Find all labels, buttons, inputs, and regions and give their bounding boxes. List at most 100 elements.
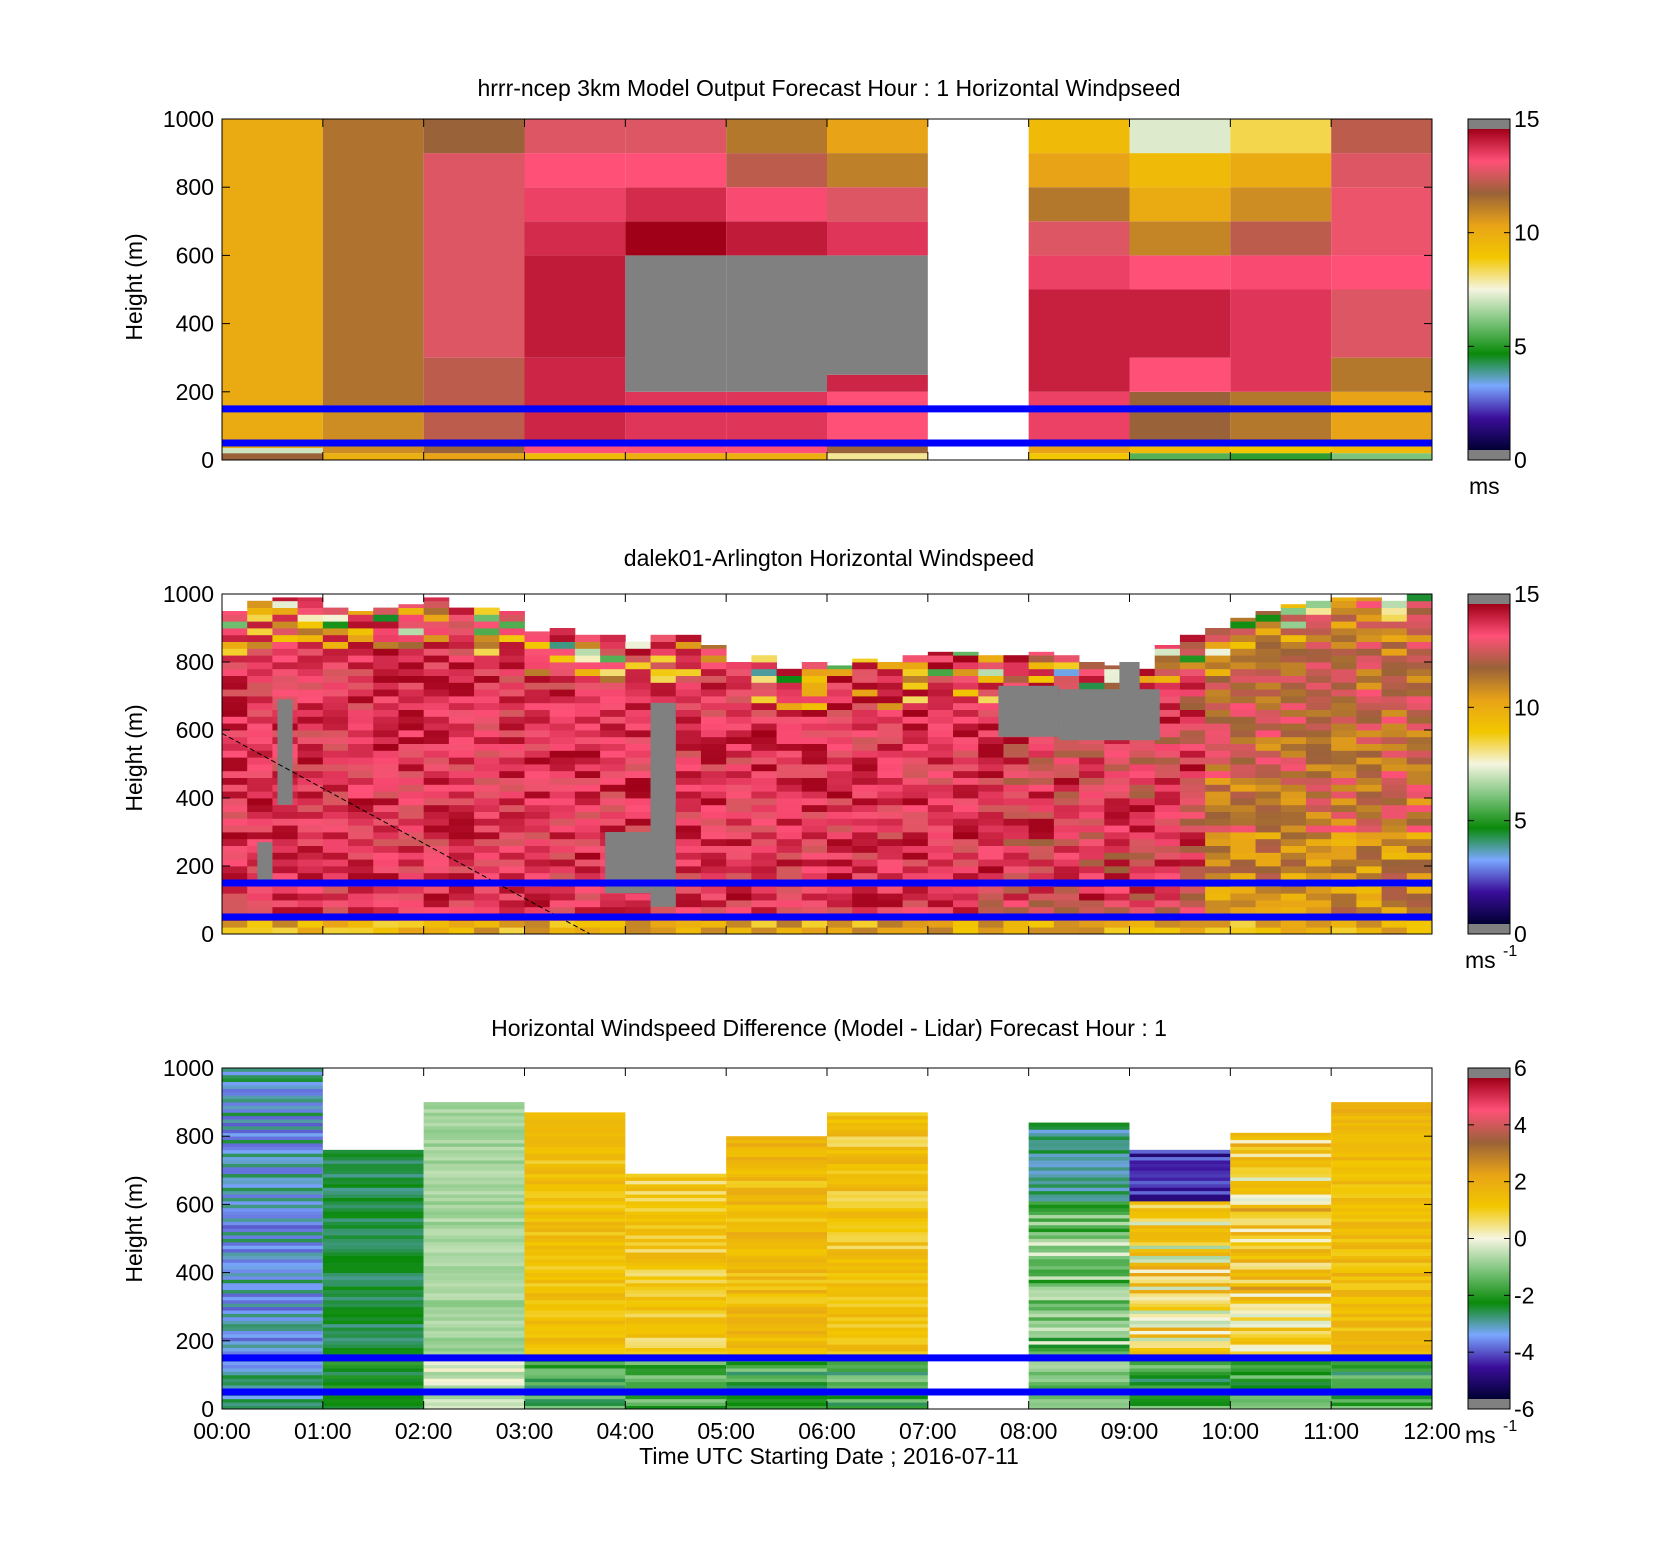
difference-cell	[524, 1194, 626, 1198]
lidar-cell	[1104, 893, 1130, 901]
lidar-cell	[1280, 886, 1307, 894]
lidar-cell	[1053, 872, 1080, 880]
difference-cell	[322, 1252, 424, 1256]
difference-cell	[423, 1289, 525, 1294]
lidar-cell	[574, 641, 601, 649]
difference-cell	[1331, 1235, 1432, 1239]
difference-cell	[524, 1269, 626, 1273]
lidar-cell	[348, 900, 374, 908]
lidar-cell	[827, 696, 853, 704]
lidar-cell	[927, 791, 954, 799]
difference-cell	[1129, 1313, 1231, 1318]
difference-cell	[726, 1214, 827, 1219]
lidar-cell	[625, 743, 651, 751]
difference-cell	[1129, 1235, 1231, 1239]
lidar-cell	[448, 859, 475, 867]
lidar-cell	[801, 757, 828, 765]
model-cell-h8-b7	[1028, 153, 1130, 188]
lidar-cell	[222, 621, 248, 629]
difference-cell	[625, 1282, 727, 1287]
lidar-cell	[297, 600, 324, 608]
lidar-cell	[524, 743, 551, 751]
lidar-cell	[1255, 702, 1282, 710]
lidar-cell	[247, 614, 273, 622]
difference-cell	[625, 1333, 727, 1338]
lidar-cell	[1028, 784, 1055, 792]
difference-cell	[1028, 1146, 1130, 1151]
model-cell-h3-b3	[524, 255, 626, 358]
lidar-cell	[322, 730, 349, 738]
lidar-cell	[978, 784, 1004, 792]
difference-cell	[322, 1218, 424, 1222]
lidar-cell	[726, 770, 752, 778]
colorbar-unit-exponent: -1	[1503, 943, 1517, 960]
lidar-cell	[978, 750, 1004, 758]
lidar-cell	[1381, 675, 1408, 683]
lidar-cell	[902, 716, 929, 724]
model-cell-h8-b5	[1028, 221, 1130, 256]
difference-cell	[1028, 1183, 1130, 1188]
colorbar-tick-label: 0	[1514, 447, 1527, 473]
difference-cell	[322, 1368, 424, 1372]
colorbar-frame	[1467, 118, 1511, 461]
lidar-cell	[700, 743, 727, 751]
lidar-cell	[499, 777, 525, 785]
lidar-cell	[474, 764, 500, 772]
difference-cell	[726, 1347, 827, 1352]
difference-cell	[322, 1194, 424, 1198]
lidar-cell	[549, 791, 576, 799]
difference-cell	[524, 1143, 626, 1147]
lidar-cell	[474, 648, 500, 656]
difference-cell	[726, 1323, 827, 1328]
difference-cell	[524, 1340, 626, 1345]
lidar-cell	[474, 791, 500, 799]
lidar-cell	[700, 818, 727, 826]
difference-cell	[222, 1149, 323, 1154]
lidar-cell	[776, 838, 803, 846]
lidar-cell	[574, 845, 601, 853]
lidar-cell	[675, 736, 702, 744]
lidar-cell	[1381, 628, 1408, 636]
y-tick-label: 800	[176, 174, 214, 200]
difference-cell	[222, 1204, 323, 1209]
lidar-cell	[499, 900, 525, 908]
difference-cell	[827, 1293, 928, 1297]
lidar-cell	[1003, 900, 1030, 908]
lidar-cell	[877, 764, 904, 772]
lidar-cell	[549, 730, 576, 738]
lidar-cell	[726, 852, 752, 860]
difference-cell	[222, 1136, 323, 1141]
lidar-cell	[1154, 750, 1181, 758]
lidar-cell	[776, 872, 803, 880]
lidar-cell	[852, 920, 878, 928]
difference-cell	[322, 1262, 424, 1267]
difference-cell	[1230, 1330, 1332, 1335]
model-cell-h9-b9	[1129, 119, 1231, 154]
lidar-cell	[953, 825, 979, 833]
difference-cell	[827, 1228, 928, 1233]
lidar-cell	[927, 723, 954, 731]
lidar-cell	[1129, 872, 1156, 880]
lidar-cell	[1053, 900, 1080, 908]
lidar-cell	[549, 757, 576, 765]
lidar-cell	[700, 696, 727, 704]
difference-cell	[625, 1286, 727, 1291]
difference-cell	[423, 1177, 525, 1181]
lidar-cell	[927, 668, 954, 676]
lidar-cell	[902, 662, 929, 670]
lidar-cell	[222, 838, 248, 846]
lidar-cell	[927, 832, 954, 840]
lidar-cell	[1305, 845, 1332, 853]
lidar-cell	[549, 825, 576, 833]
lidar-cell	[1331, 641, 1357, 649]
difference-cell	[524, 1129, 626, 1134]
difference-cell	[1331, 1180, 1432, 1185]
lidar-cell	[373, 893, 399, 901]
lidar-cell	[222, 614, 248, 622]
lidar-cell	[700, 920, 727, 928]
difference-cell	[222, 1248, 323, 1253]
lidar-cell	[1331, 662, 1357, 670]
lidar-cell	[1356, 641, 1382, 649]
lidar-cell	[247, 730, 273, 738]
lidar-cell	[549, 634, 576, 642]
